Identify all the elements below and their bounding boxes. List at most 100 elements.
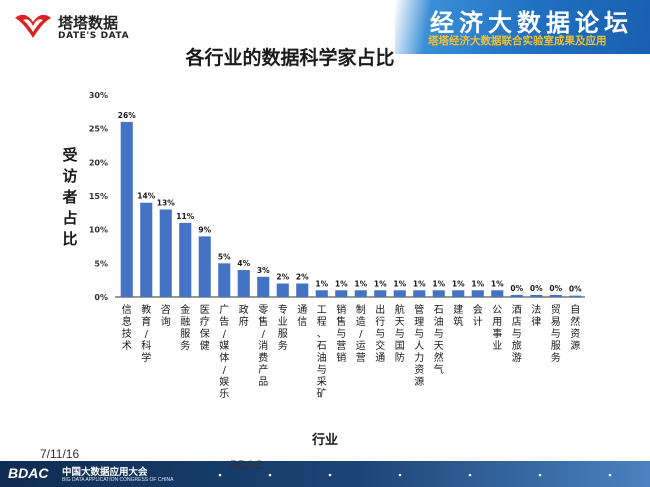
y-tick-label: 20% — [89, 158, 108, 167]
y-tick-label: 15% — [89, 192, 108, 201]
data-labels: 26% 14%13%11% 9% 5% 4% 3% 2% 2% 1% 1% 1% 1% 1% 1% 1% 1%… — [118, 111, 582, 294]
bar — [179, 222, 192, 297]
bars — [120, 121, 582, 297]
y-axis-ticks: 0% 5% 10% 15% 20% 25% 30% — [89, 91, 108, 302]
data-label: 1% — [452, 279, 465, 288]
bar — [198, 236, 211, 297]
data-label: 2% — [296, 273, 309, 282]
footer-band — [0, 461, 650, 487]
bar — [315, 290, 328, 297]
data-label: 26% — [118, 111, 136, 120]
data-label: 11% — [176, 212, 194, 221]
category-label: 会计 — [473, 303, 483, 328]
bar — [140, 202, 153, 297]
y-tick-label: 10% — [89, 226, 108, 235]
category-label: 石油与天然气 — [434, 305, 444, 376]
category-label: 广告/媒体/娱乐 — [219, 304, 229, 400]
y-axis-label-char: 受 — [62, 146, 77, 164]
data-label: 0% — [549, 284, 562, 293]
category-label: 零售/消费产品 — [258, 304, 268, 388]
banner-title: 经济大数据论坛 — [430, 9, 633, 37]
category-label: 咨询 — [161, 303, 171, 328]
category-label: 航天与国防 — [395, 303, 405, 364]
category-label: 管理与人力资源 — [414, 303, 424, 388]
category-label: 工程、石油与采矿 — [317, 305, 327, 400]
data-label: 1% — [491, 279, 504, 288]
chart-title: 各行业的数据科学家占比 — [185, 47, 395, 69]
y-axis-label-char: 占 — [62, 209, 77, 227]
footer-dots-decoration — [218, 473, 612, 477]
data-label: 1% — [335, 279, 348, 288]
data-label: 9% — [198, 225, 211, 234]
bar — [296, 283, 309, 297]
forum-banner — [395, 0, 650, 54]
category-label: 出行与交通 — [375, 303, 385, 364]
category-label: 专业服务 — [278, 303, 288, 352]
bar — [374, 290, 387, 297]
data-label: 1% — [432, 279, 445, 288]
category-label: 教育/科学 — [141, 303, 151, 364]
bar — [335, 290, 348, 297]
y-tick-label: 5% — [94, 259, 108, 268]
logo-text-en: DATE'S DATA — [58, 31, 130, 41]
data-label: 1% — [315, 279, 328, 288]
data-label: 1% — [413, 279, 426, 288]
bar — [159, 209, 172, 297]
data-label: 1% — [393, 279, 406, 288]
footer-org: BDAC — [230, 458, 264, 472]
x-axis-label: 行业 — [311, 432, 338, 448]
data-label: 1% — [471, 279, 484, 288]
data-label: 0% — [510, 284, 523, 293]
bar — [393, 290, 406, 297]
y-axis-label-char: 访 — [62, 167, 77, 185]
bar — [354, 290, 367, 297]
data-label: 2% — [276, 273, 289, 282]
category-label: 制造/运营 — [356, 303, 366, 364]
data-label: 5% — [218, 252, 231, 261]
category-label: 销售与营销 — [336, 303, 346, 364]
category-label: 法律 — [531, 303, 541, 328]
bar — [237, 270, 250, 297]
bar — [120, 121, 133, 297]
category-label: 信息技术 — [122, 304, 132, 352]
bar — [471, 290, 484, 297]
footer-logo: BDAC — [8, 465, 49, 481]
bar — [432, 290, 445, 297]
bar — [510, 294, 523, 297]
y-axis-label-char: 比 — [62, 230, 77, 248]
logo-text-cn: 塔塔数据 — [58, 14, 119, 32]
bar — [491, 290, 504, 297]
data-label: 0% — [530, 284, 543, 293]
category-label: 公用事业 — [492, 305, 502, 352]
bar — [257, 276, 270, 297]
category-label: 贸易与服务 — [551, 304, 561, 364]
x-axis-categories: 信息技术教育/科学咨询金融服务医疗保健广告/媒体/娱乐政府零售/消费产品专业服务… — [122, 303, 581, 400]
bar — [530, 294, 543, 297]
bar — [276, 283, 289, 297]
category-label: 自然资源 — [570, 303, 580, 352]
footer-congress-name-en: BIG DATA APPLICATION CONGRESS OF CHINA — [62, 477, 174, 483]
category-label: 通信 — [297, 304, 307, 328]
footer-date: 7/11/16 — [40, 447, 80, 461]
data-label: 3% — [257, 266, 270, 275]
category-label: 建筑 — [453, 303, 463, 328]
data-label: 13% — [157, 198, 175, 207]
category-label: 金融服务 — [180, 303, 190, 352]
bar — [452, 290, 465, 297]
logo-mark-icon — [15, 14, 51, 38]
data-label: 0% — [569, 285, 582, 294]
data-label: 4% — [237, 259, 250, 268]
footer-congress-name: 中国大数据应用大会 — [62, 467, 148, 478]
category-label: 政府 — [239, 303, 249, 328]
bar — [218, 263, 231, 297]
data-label: 14% — [137, 192, 155, 201]
y-tick-label: 0% — [94, 293, 108, 302]
bar — [569, 295, 582, 297]
banner-subtitle: 塔塔经济大数据联合实验室成果及应用 — [428, 35, 607, 47]
y-tick-label: 30% — [89, 91, 108, 100]
data-label: 1% — [374, 279, 387, 288]
y-axis-label-char: 者 — [62, 188, 77, 206]
category-label: 酒店与旅游 — [512, 304, 522, 364]
